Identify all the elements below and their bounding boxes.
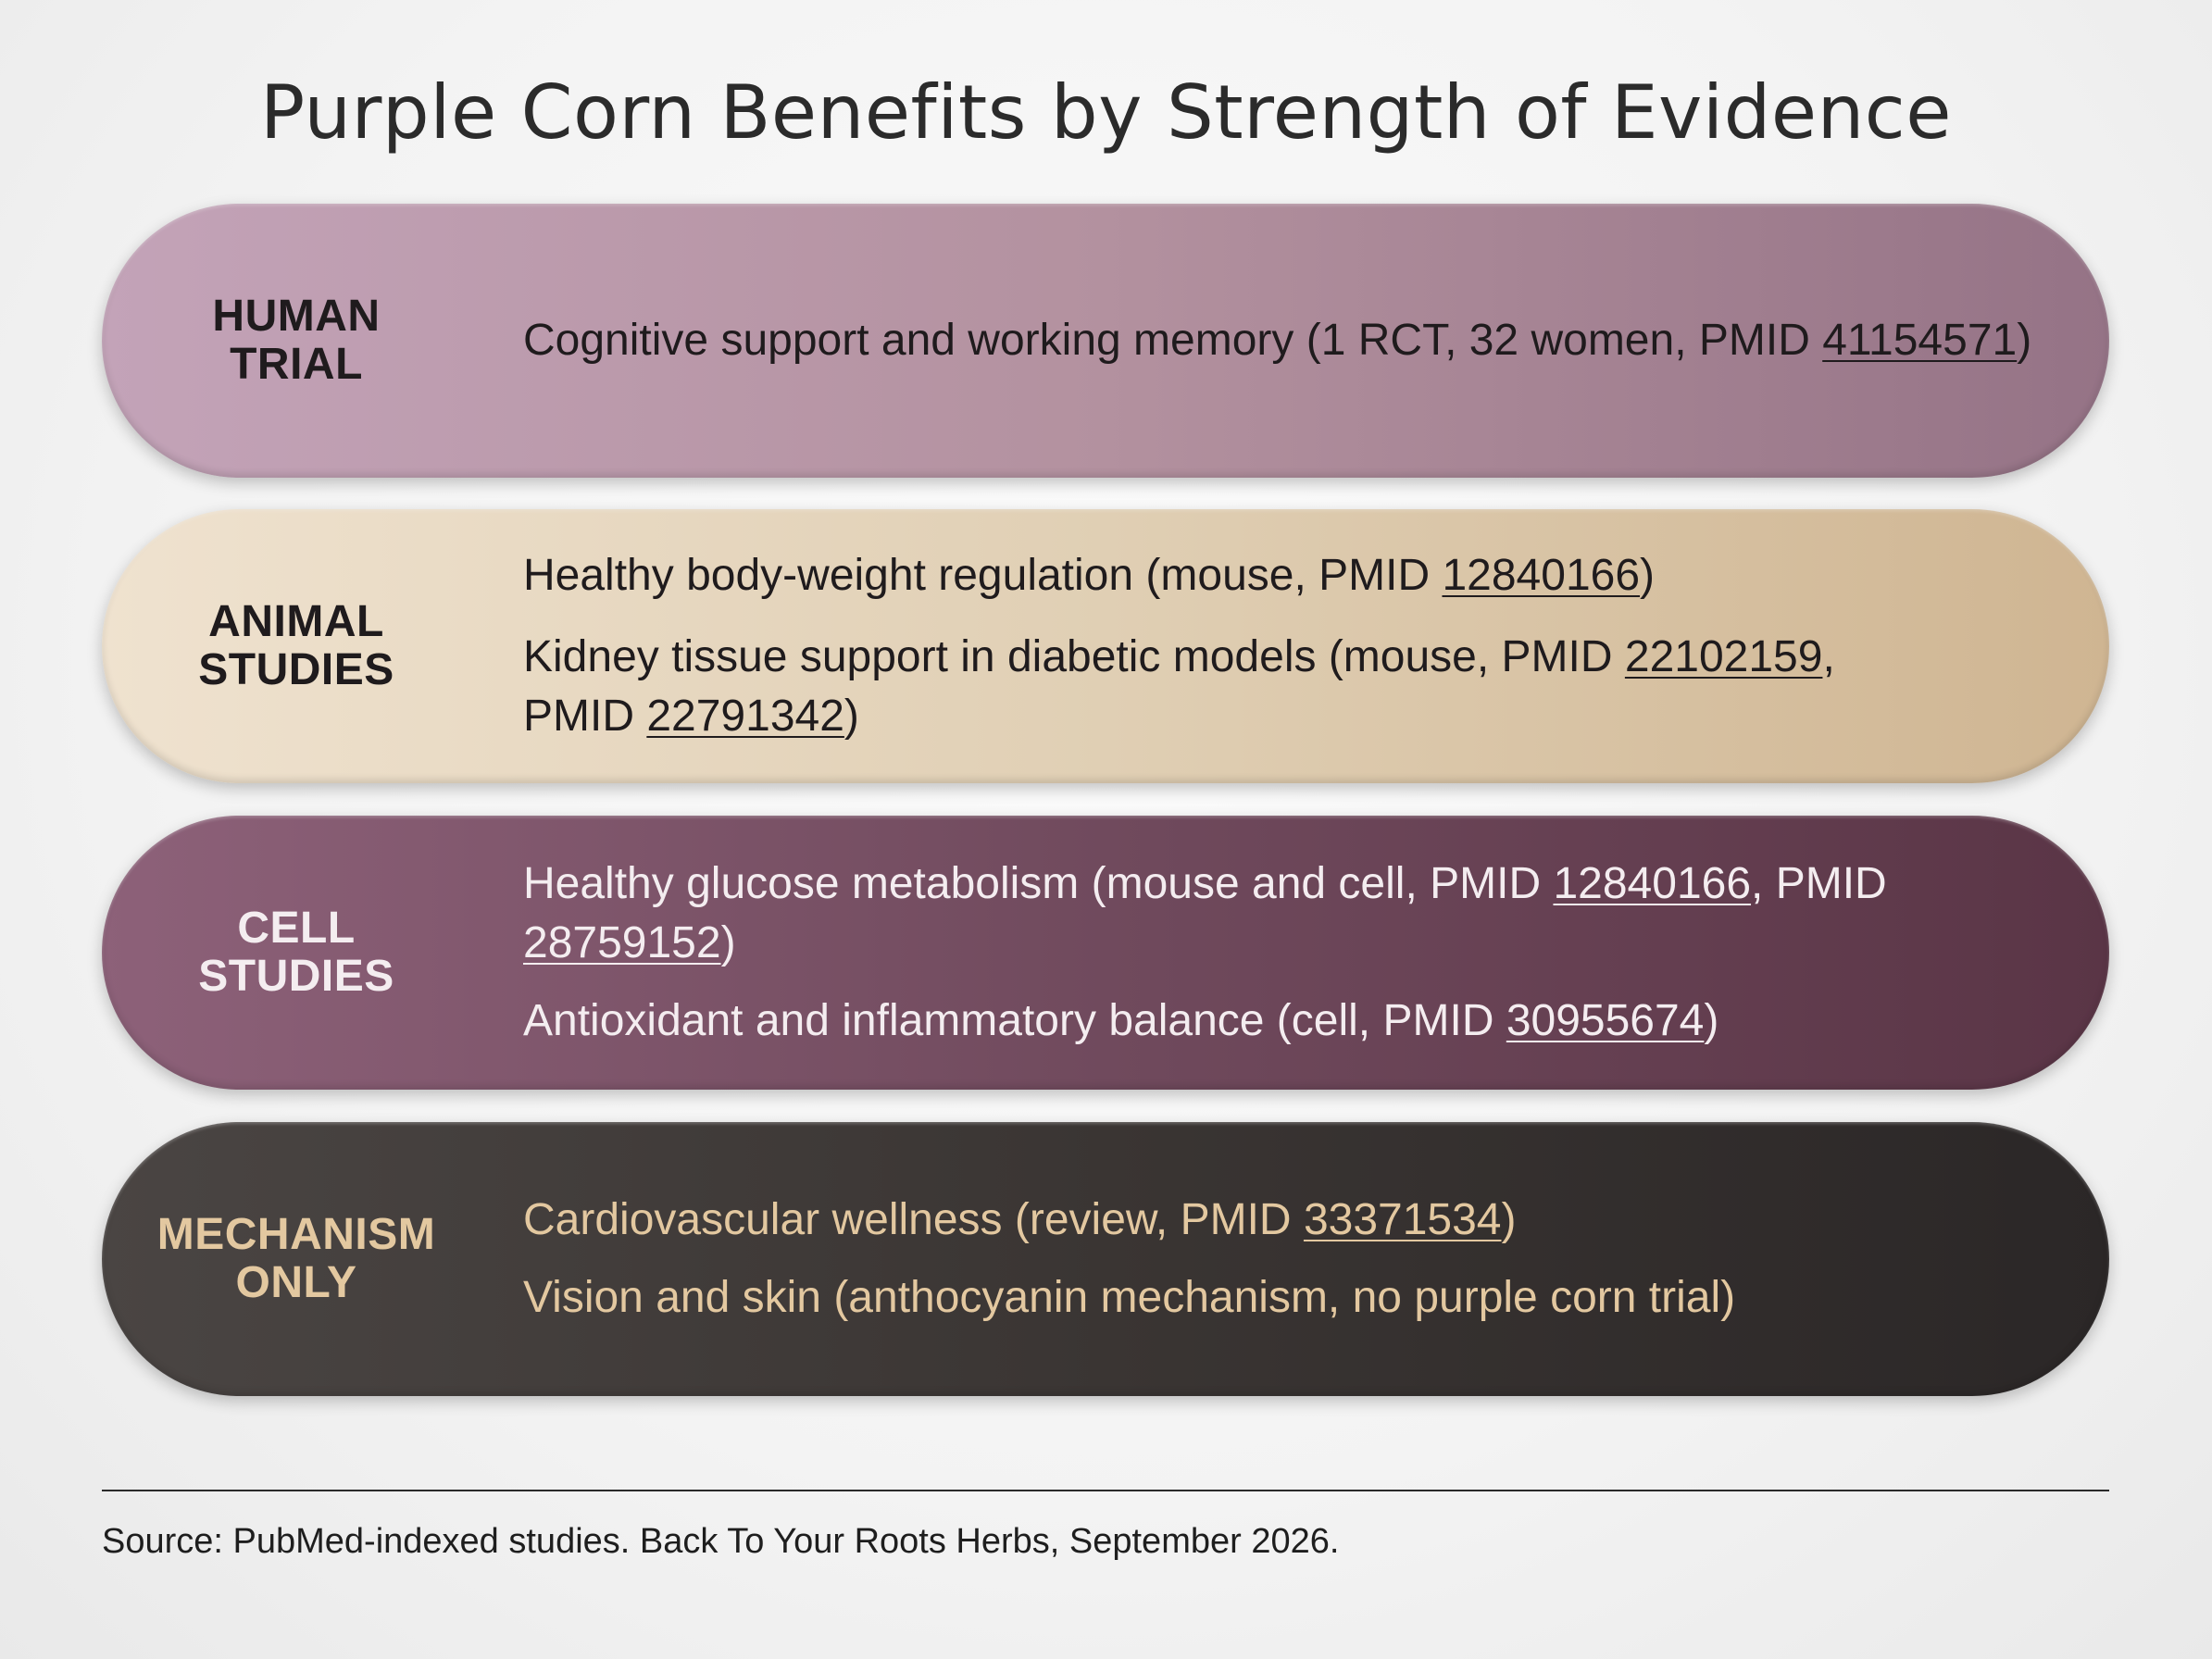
footer-divider [102, 1490, 2109, 1491]
tier-label-line: MECHANISM [156, 1210, 436, 1259]
tier-label: CELL STUDIES [157, 816, 435, 1090]
benefit-text: Kidney tissue support in diabetic models… [523, 632, 1625, 681]
tier-label-line: STUDIES [198, 645, 394, 694]
benefit-text: Healthy body-weight regulation (mouse, P… [523, 551, 1443, 600]
tier-items: Healthy body-weight regulation (mouse, P… [523, 509, 2079, 783]
page-title: Purple Corn Benefits by Strength of Evid… [260, 69, 1952, 156]
tier-label-line: ONLY [235, 1258, 357, 1307]
tier-cell-studies: CELL STUDIES Healthy glucose metabolism … [102, 816, 2109, 1090]
benefit-text: , [1822, 632, 1835, 681]
benefit-item: Cognitive support and working memory (1 … [523, 311, 2079, 370]
benefit-text: ) [1640, 551, 1656, 600]
tier-label-line: TRIAL [230, 340, 363, 389]
tier-label: MECHANISM ONLY [157, 1122, 435, 1396]
benefit-item: Vision and skin (anthocyanin mechanism, … [523, 1268, 2079, 1328]
pmid-link[interactable]: 22791342 [646, 692, 844, 741]
tier-items: Healthy glucose metabolism (mouse and ce… [523, 816, 2079, 1090]
tier-animal-studies: ANIMAL STUDIES Healthy body-weight regul… [102, 509, 2109, 783]
benefit-item: Kidney tissue support in diabetic models… [523, 628, 2079, 746]
benefit-text: ) [720, 918, 736, 967]
tier-label: ANIMAL STUDIES [157, 509, 435, 783]
benefit-text: , PMID [1751, 859, 1887, 908]
pmid-link[interactable]: 12840166 [1442, 551, 1641, 600]
benefit-text: PMID [523, 692, 647, 741]
benefit-text: Cognitive support and working memory (1 … [523, 316, 1823, 365]
pmid-link[interactable]: 12840166 [1553, 859, 1752, 908]
benefit-text: ) [844, 692, 859, 741]
benefit-text: ) [1704, 996, 1719, 1045]
tier-label-line: CELL [237, 904, 356, 953]
pmid-link[interactable]: 41154571 [1822, 316, 2018, 365]
tier-mechanism-only: MECHANISM ONLY Cardiovascular wellness (… [102, 1122, 2109, 1396]
benefit-text: Cardiovascular wellness (review, PMID [523, 1195, 1304, 1244]
benefit-text: ) [2017, 316, 2032, 365]
tier-items: Cognitive support and working memory (1 … [523, 204, 2079, 478]
tier-label-line: HUMAN [212, 292, 381, 341]
pmid-link[interactable]: 30955674 [1506, 996, 1705, 1045]
benefit-item: Healthy glucose metabolism (mouse and ce… [523, 854, 2079, 973]
tier-label-line: ANIMAL [208, 597, 384, 646]
pmid-link[interactable]: 22102159 [1624, 632, 1823, 681]
tier-human-trial: HUMAN TRIAL Cognitive support and workin… [102, 204, 2109, 478]
benefit-text: Vision and skin (anthocyanin mechanism, … [523, 1273, 1736, 1322]
benefit-item: Antioxidant and inflammatory balance (ce… [523, 992, 2079, 1051]
benefit-text: ) [1501, 1195, 1517, 1244]
source-note: Source: PubMed-indexed studies. Back To … [102, 1522, 1340, 1561]
benefit-text: Healthy glucose metabolism (mouse and ce… [523, 859, 1554, 908]
tier-items: Cardiovascular wellness (review, PMID 33… [523, 1122, 2079, 1396]
pmid-link[interactable]: 33371534 [1303, 1195, 1502, 1244]
pmid-link[interactable]: 28759152 [523, 918, 721, 967]
tier-label: HUMAN TRIAL [157, 204, 435, 478]
benefit-item: Cardiovascular wellness (review, PMID 33… [523, 1191, 2079, 1250]
tier-label-line: STUDIES [198, 952, 394, 1001]
benefit-item: Healthy body-weight regulation (mouse, P… [523, 546, 2079, 605]
benefit-text: Antioxidant and inflammatory balance (ce… [523, 996, 1506, 1045]
